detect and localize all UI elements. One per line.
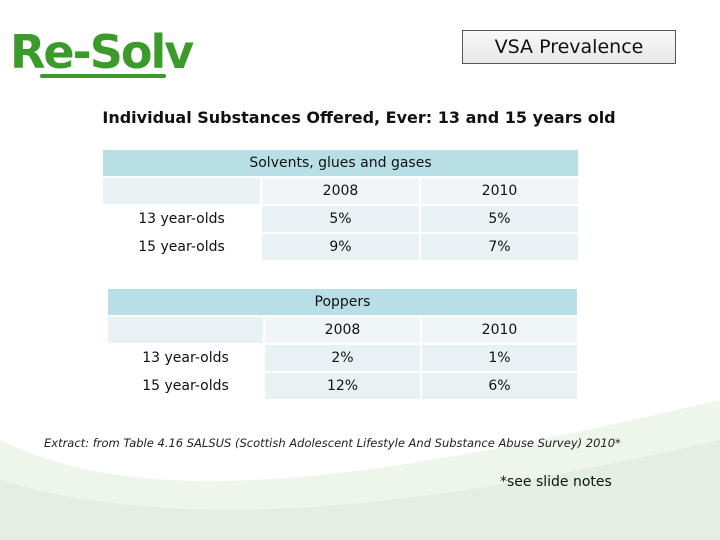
poppers-col-2010: 2010 <box>422 317 577 343</box>
table-row: 15 year-olds 9% 7% <box>103 234 578 260</box>
source-caption: Extract: from Table 4.16 SALSUS (Scottis… <box>44 436 621 450</box>
re-solv-logo: Re-Solv <box>10 24 194 80</box>
background-swoosh <box>0 400 720 540</box>
logo-underline <box>40 74 166 78</box>
cell-value: 1% <box>422 345 577 371</box>
slide-note: *see slide notes <box>500 474 612 490</box>
row-label: 15 year-olds <box>108 373 263 399</box>
row-label: 13 year-olds <box>103 206 260 232</box>
table-row: 15 year-olds 12% 6% <box>108 373 577 399</box>
slide-title: VSA Prevalence <box>462 30 676 64</box>
poppers-col-2008: 2008 <box>265 317 420 343</box>
solvents-col-2010: 2010 <box>421 178 578 204</box>
slide-title-text: VSA Prevalence <box>494 36 644 58</box>
cell-value: 7% <box>421 234 578 260</box>
page-heading: Individual Substances Offered, Ever: 13 … <box>0 108 720 127</box>
solvents-table: Solvents, glues and gases 2008 2010 13 y… <box>101 148 580 262</box>
row-label: 15 year-olds <box>103 234 260 260</box>
table-row: 13 year-olds 2% 1% <box>108 345 577 371</box>
cell-value: 12% <box>265 373 420 399</box>
poppers-header-blank <box>108 317 263 343</box>
poppers-table: Poppers 2008 2010 13 year-olds 2% 1% 15 … <box>106 287 579 401</box>
solvents-col-2008: 2008 <box>262 178 419 204</box>
cell-value: 9% <box>262 234 419 260</box>
cell-value: 2% <box>265 345 420 371</box>
table-row: 13 year-olds 5% 5% <box>103 206 578 232</box>
row-label: 13 year-olds <box>108 345 263 371</box>
solvents-header-blank <box>103 178 260 204</box>
cell-value: 5% <box>262 206 419 232</box>
page-heading-text: Individual Substances Offered, Ever: 13 … <box>102 108 616 127</box>
solvents-table-title: Solvents, glues and gases <box>103 150 578 176</box>
logo-text: Re-Solv <box>10 25 194 79</box>
poppers-table-title: Poppers <box>108 289 577 315</box>
cell-value: 5% <box>421 206 578 232</box>
cell-value: 6% <box>422 373 577 399</box>
